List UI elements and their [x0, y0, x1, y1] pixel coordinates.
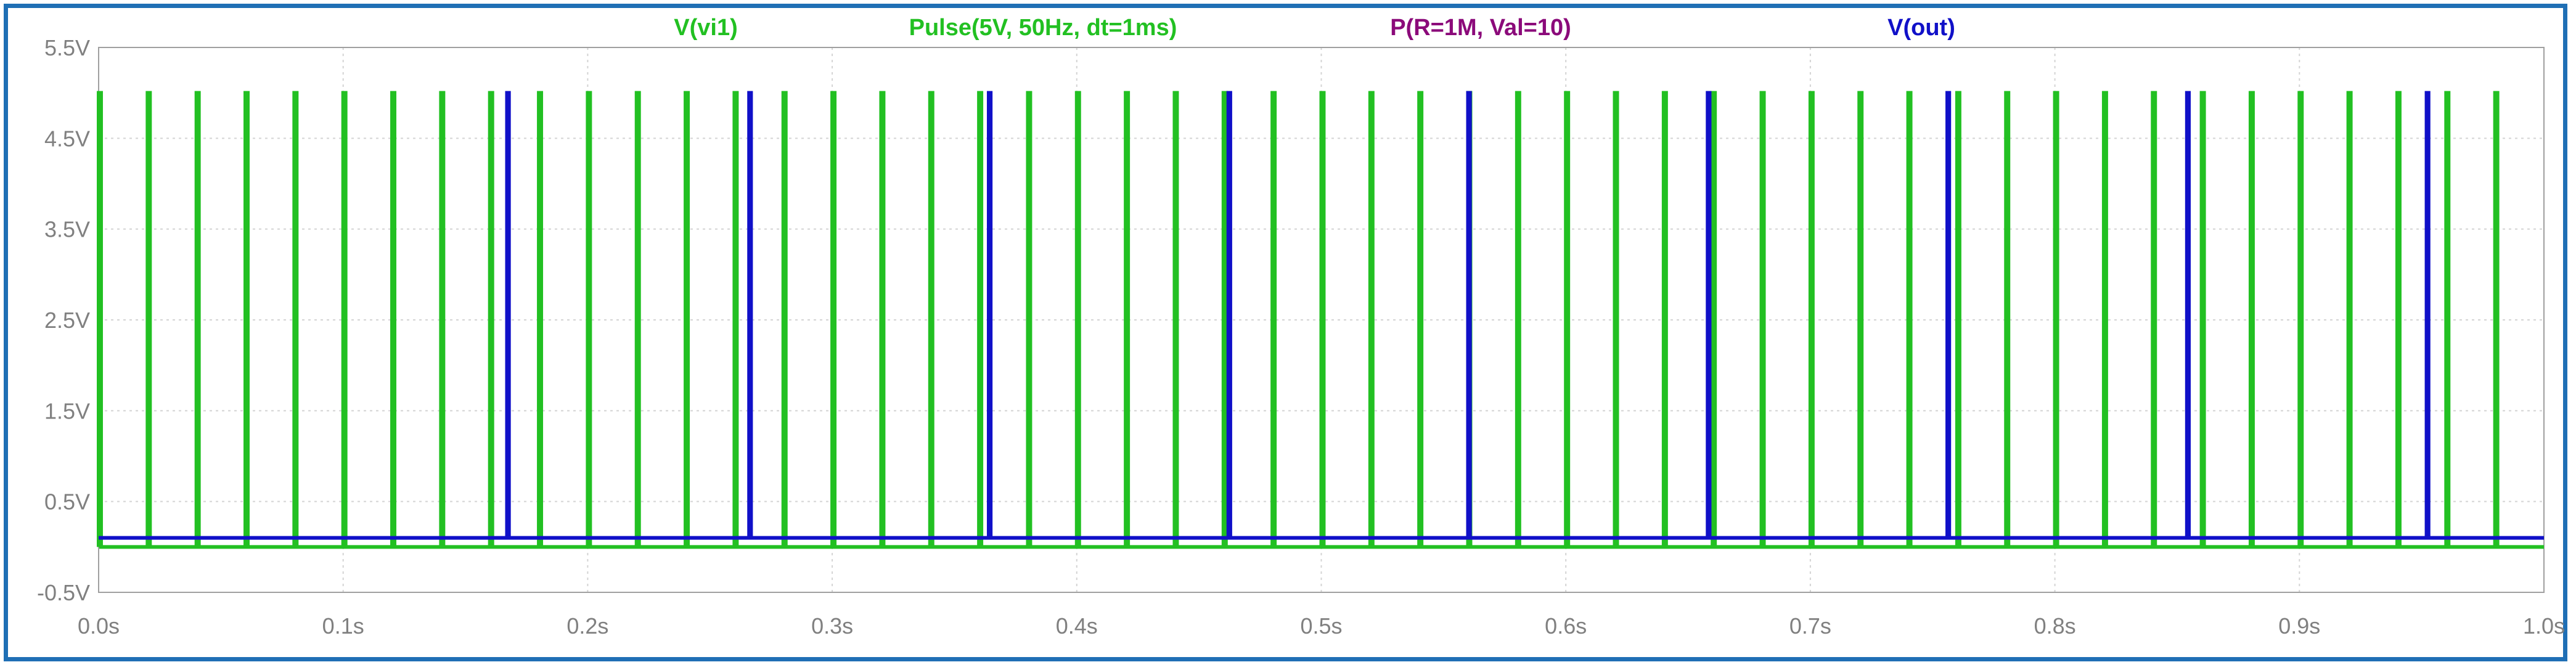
x-tick-label: 0.7s: [1789, 613, 1831, 639]
series-line-v-vi1-: [97, 91, 2544, 549]
x-tick-label: 0.4s: [1056, 613, 1098, 639]
x-tick-label: 0.3s: [811, 613, 853, 639]
plot-frame: [4, 4, 2567, 661]
legend-entry: P(R=1M, Val=10): [1390, 15, 1571, 41]
y-tick-label: 0.5V: [44, 489, 90, 515]
legend-entry: V(out): [1887, 15, 1955, 41]
y-tick-label: -0.5V: [37, 580, 90, 605]
series-line-v-out-: [99, 91, 2544, 540]
axis-labels: 0.0s 0.1s 0.2s 0.3s 0.4s 0.5s 0.6s 0.7s 0.8s 0.9s…: [37, 35, 2565, 639]
legend-entry: Pulse(5V, 50Hz, dt=1ms): [909, 15, 1177, 41]
y-tick-label: 5.5V: [44, 35, 90, 60]
y-tick-label: 2.5V: [44, 308, 90, 333]
legend: V(vi1) Pulse(5V, 50Hz, dt=1ms) P(R=1M, Val…: [674, 15, 1955, 41]
y-tick-label: 1.5V: [44, 398, 90, 423]
x-tick-label: 1.0s: [2523, 613, 2565, 639]
x-tick-label: 0.9s: [2278, 613, 2320, 639]
x-tick-label: 0.6s: [1545, 613, 1587, 639]
series-layer: [97, 91, 2544, 549]
y-tick-label: 3.5V: [44, 217, 90, 242]
y-tick-label: 4.5V: [44, 126, 90, 151]
x-tick-label: 0.2s: [566, 613, 608, 639]
x-tick-label: 0.8s: [2034, 613, 2076, 639]
legend-entry: V(vi1): [674, 15, 737, 41]
x-tick-label: 0.1s: [322, 613, 364, 639]
x-tick-label: 0.0s: [78, 613, 120, 639]
x-tick-label: 0.5s: [1300, 613, 1342, 639]
